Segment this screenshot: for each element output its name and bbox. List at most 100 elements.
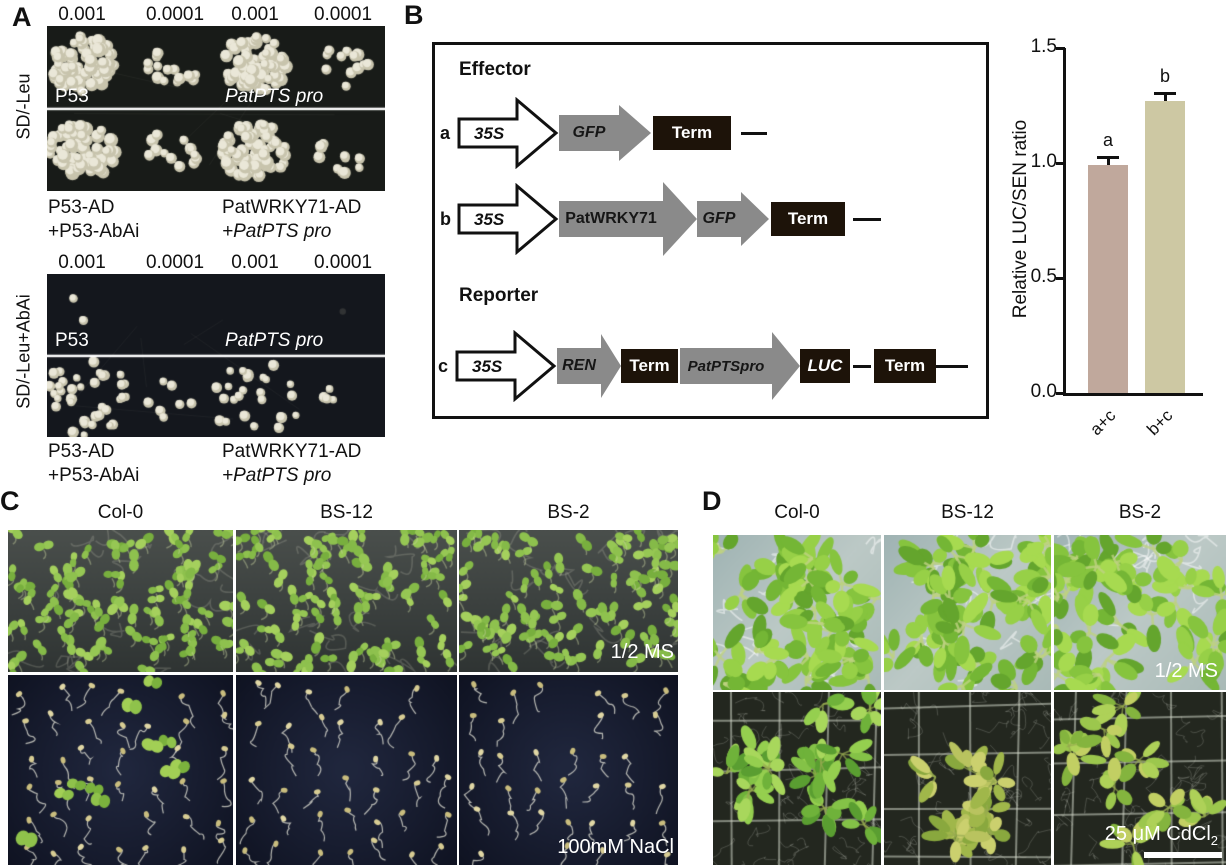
medium-label: SD/-Leu+AbAi [13, 294, 34, 409]
seedling-photo [884, 692, 1051, 865]
x-category-label: a+c [1086, 405, 1120, 440]
dilution-label: 0.0001 [313, 252, 373, 273]
promoter-arrow-icon: 35S [455, 330, 557, 402]
y-tick-label: 1.5 [1030, 36, 1057, 57]
terminator-box: Term [653, 116, 731, 150]
luc-sen-bar-chart: Relative LUC/SEN ratio 0.0 0.5 1.0 1.5 a b a+… [995, 25, 1226, 477]
caption-line: +P53-AbAi [48, 465, 140, 486]
dilution-label: 0.0001 [313, 4, 373, 25]
seedling-photo [459, 675, 678, 865]
caption-line: +P53-AbAi [48, 221, 140, 242]
plate-caption: P53-AD +P53-AbAi [48, 196, 139, 244]
medium-label: SD/-Leu [13, 73, 34, 140]
construct-letter: c [438, 355, 449, 376]
dna-line [936, 364, 968, 368]
column-header: BS-12 [320, 502, 373, 523]
dilution-label: 0.001 [58, 4, 106, 25]
plate-bait-label: PatPTS pro [225, 330, 324, 351]
gene-label: PatWRKY71 [559, 201, 663, 237]
gene-label: GFP [697, 201, 741, 237]
plate-bait-label: P53 [55, 86, 89, 107]
column-header: Col-0 [97, 502, 144, 523]
dilution-label: 0.001 [231, 252, 279, 273]
seedling-photo [713, 692, 881, 865]
promoter-arrow-icon: 35S [457, 183, 559, 255]
y-tick-label: 0.5 [1030, 266, 1057, 287]
promoter-label: 35S [474, 124, 505, 143]
dilution-label: 0.001 [231, 4, 279, 25]
treatment-label: 1/2 MS [610, 641, 674, 663]
panel-b-label: B [404, 0, 424, 30]
y-tick-label: 1.0 [1030, 151, 1057, 172]
gene-arrow: GFP [559, 105, 651, 161]
dilution-label: 0.0001 [145, 4, 205, 25]
construct-row-c: c 35S REN Term PatPTSpro LUC Term [438, 328, 968, 404]
seedling-photo [236, 675, 457, 865]
yeast-plate-photo [47, 26, 385, 191]
gene-label: GFP [559, 115, 619, 151]
construct-letter: a [440, 122, 451, 143]
reporter-heading: Reporter [459, 285, 539, 306]
column-header: Col-0 [774, 502, 820, 523]
seedling-photo [8, 530, 233, 672]
error-bar-stem [1163, 91, 1167, 101]
treatment-label: 25 μM CdCl2 [1030, 823, 1218, 848]
gene-label: REN [557, 348, 601, 384]
effector-heading: Effector [459, 59, 531, 80]
dilution-label: 0.001 [58, 252, 106, 273]
dna-line [741, 131, 767, 135]
caption-line: P53-AD [48, 197, 115, 218]
treatment-label: 100mM NaCl [557, 836, 674, 858]
caption-line: +PatPTS pro [222, 465, 332, 486]
panel-d-label: D [702, 486, 722, 516]
treatment-label-subscript: 2 [1210, 833, 1218, 848]
seedling-photo [1054, 535, 1226, 690]
error-bar-cap [1097, 156, 1119, 160]
y-tick-label: 0.0 [1030, 381, 1057, 402]
gene-arrowhead-icon [663, 182, 697, 256]
seedling-photo [459, 530, 678, 672]
yeast-plate-photo [47, 274, 385, 437]
caption-line: P53-AD [48, 441, 115, 462]
promoter-label: 35S [474, 210, 505, 229]
treatment-label: 1/2 MS [1154, 660, 1218, 682]
y-tick-mark [1056, 392, 1065, 395]
dna-line [853, 217, 881, 221]
construct-row-b: b 35S PatWRKY71 GFP Term [440, 181, 881, 257]
terminator-box: Term [874, 349, 936, 383]
seedling-photo [1054, 692, 1226, 865]
column-header: BS-2 [547, 502, 590, 523]
plate-caption: PatWRKY71-AD +PatPTS pro [222, 196, 361, 244]
gene-arrow: PatPTSpro [680, 332, 800, 400]
chart-plot: 0.0 0.5 1.0 1.5 a b [1031, 36, 1203, 402]
yeast-group-sd-leu: 0.001 0.0001 0.001 0.0001 SD/-Leu P53 Pa… [0, 0, 430, 248]
seedling-photo [713, 535, 881, 690]
gene-arrowhead-icon [772, 332, 800, 400]
error-bar-cap [1154, 91, 1176, 95]
construct-row-a: a 35S GFP Term [440, 95, 767, 171]
gene-label: PatPTSpro [680, 348, 772, 384]
dilution-label: 0.0001 [145, 252, 205, 273]
significance-letter: b [1159, 65, 1170, 86]
gene-arrowhead-icon [619, 105, 651, 161]
plate-bait-label: PatPTS pro [225, 86, 324, 107]
construct-letter: b [440, 208, 451, 229]
promoter-arrow-icon: 35S [457, 97, 559, 169]
seedling-photo [884, 535, 1051, 690]
plate-caption: PatWRKY71-AD +PatPTS pro [222, 440, 361, 488]
yeast-group-sd-leu-abai: 0.001 0.0001 0.001 0.0001 SD/-Leu+AbAi P… [0, 248, 430, 490]
chart-bar [1088, 165, 1128, 393]
dna-line [853, 364, 871, 368]
plate-bait-label: P53 [55, 330, 89, 351]
column-header: BS-12 [941, 502, 994, 523]
terminator-box: Term [771, 202, 845, 236]
promoter-label: 35S [472, 357, 503, 376]
y-tick-mark [1056, 162, 1065, 165]
caption-line: PatWRKY71-AD [222, 197, 362, 218]
seedling-photo [236, 530, 457, 672]
gene-arrowhead-icon [741, 192, 769, 246]
y-axis-label: Relative LUC/SEN ratio [1010, 119, 1031, 319]
gene-arrowhead-icon [601, 334, 621, 398]
seedling-photo [8, 675, 233, 865]
